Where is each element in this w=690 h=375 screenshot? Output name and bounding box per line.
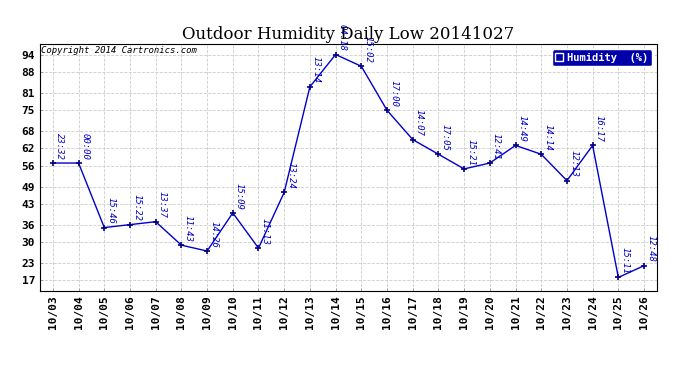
Text: 15:02: 15:02 — [364, 36, 373, 63]
Text: 15:46: 15:46 — [106, 197, 115, 224]
Text: 00:00: 00:00 — [81, 133, 90, 159]
Text: 13:14: 13:14 — [312, 56, 321, 83]
Text: 11:43: 11:43 — [184, 215, 193, 242]
Text: 14:14: 14:14 — [543, 124, 552, 151]
Text: 12:48: 12:48 — [646, 235, 655, 262]
Text: 13:37: 13:37 — [158, 191, 167, 218]
Text: 17:05: 17:05 — [440, 124, 449, 151]
Text: 14:07: 14:07 — [415, 109, 424, 136]
Text: 11:13: 11:13 — [261, 218, 270, 244]
Text: 12:41: 12:41 — [492, 133, 501, 159]
Text: 15:22: 15:22 — [132, 194, 141, 221]
Text: 15:09: 15:09 — [235, 183, 244, 209]
Text: 16:17: 16:17 — [595, 115, 604, 142]
Text: 04:18: 04:18 — [337, 24, 346, 51]
Text: 23:32: 23:32 — [55, 133, 64, 159]
Text: 14:26: 14:26 — [209, 220, 218, 248]
Text: 15:21: 15:21 — [466, 138, 475, 165]
Text: 17:00: 17:00 — [389, 80, 398, 107]
Text: 14:49: 14:49 — [518, 115, 526, 142]
Text: 13:24: 13:24 — [286, 162, 295, 189]
Title: Outdoor Humidity Daily Low 20141027: Outdoor Humidity Daily Low 20141027 — [182, 26, 515, 43]
Text: Copyright 2014 Cartronics.com: Copyright 2014 Cartronics.com — [41, 46, 197, 55]
Legend: Humidity  (%): Humidity (%) — [552, 50, 651, 66]
Text: 12:13: 12:13 — [569, 150, 578, 177]
Text: 15:11: 15:11 — [620, 247, 629, 274]
